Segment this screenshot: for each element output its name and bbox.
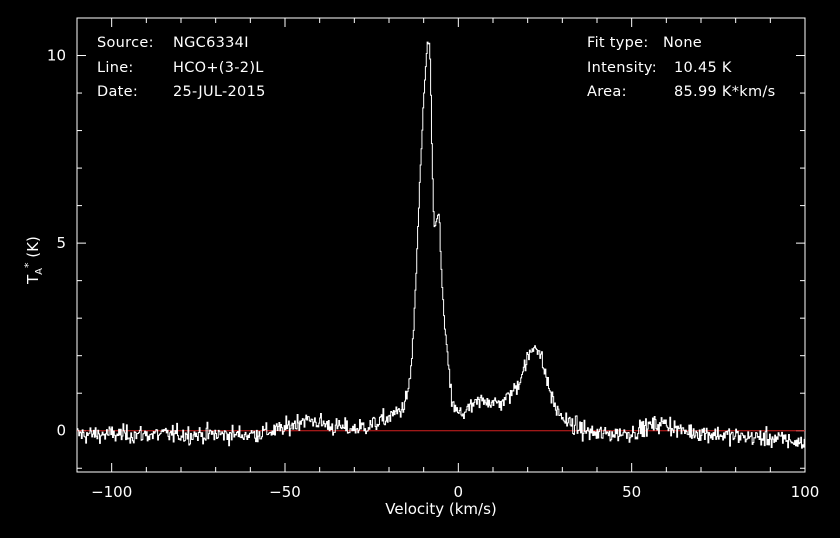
x-axis-label: Velocity (km/s) bbox=[385, 500, 496, 518]
area-label: Area: bbox=[587, 84, 627, 100]
line-value: HCO+(3-2)L bbox=[173, 60, 264, 76]
intensity-value: 10.45 K bbox=[674, 60, 732, 76]
date-value: 25-JUL-2015 bbox=[173, 84, 266, 100]
x-tick-label: 0 bbox=[454, 483, 464, 501]
source-value: NGC6334I bbox=[173, 35, 249, 51]
y-axis-label-sub: A bbox=[34, 267, 45, 275]
line-label: Line: bbox=[97, 60, 134, 76]
y-axis-label-sup: * bbox=[22, 262, 35, 268]
axis-tick-labels: −100 −50 0 50 100 0 5 10 bbox=[47, 47, 819, 501]
y-tick-label: 5 bbox=[56, 234, 66, 252]
plot-frame bbox=[76, 17, 806, 473]
x-tick-label: −100 bbox=[91, 483, 132, 501]
x-tick-label: 100 bbox=[791, 483, 820, 501]
y-tick-label: 10 bbox=[47, 47, 66, 65]
fit-type-label: Fit type: bbox=[587, 35, 649, 51]
area-value: 85.99 K*km/s bbox=[674, 84, 776, 100]
y-axis-label-unit: (K) bbox=[24, 236, 42, 263]
y-axis-label: TA* (K) bbox=[22, 224, 45, 284]
x-tick-label: −50 bbox=[269, 483, 301, 501]
date-label: Date: bbox=[97, 84, 139, 100]
spectrum-line bbox=[77, 41, 805, 449]
x-tick-label: 50 bbox=[622, 483, 641, 501]
axis-ticks bbox=[76, 17, 806, 472]
intensity-label: Intensity: bbox=[587, 60, 657, 76]
y-axis-label-main: T bbox=[24, 274, 42, 284]
source-label: Source: bbox=[97, 35, 154, 51]
fit-type-value: None bbox=[663, 35, 703, 51]
y-tick-label: 0 bbox=[56, 422, 66, 440]
